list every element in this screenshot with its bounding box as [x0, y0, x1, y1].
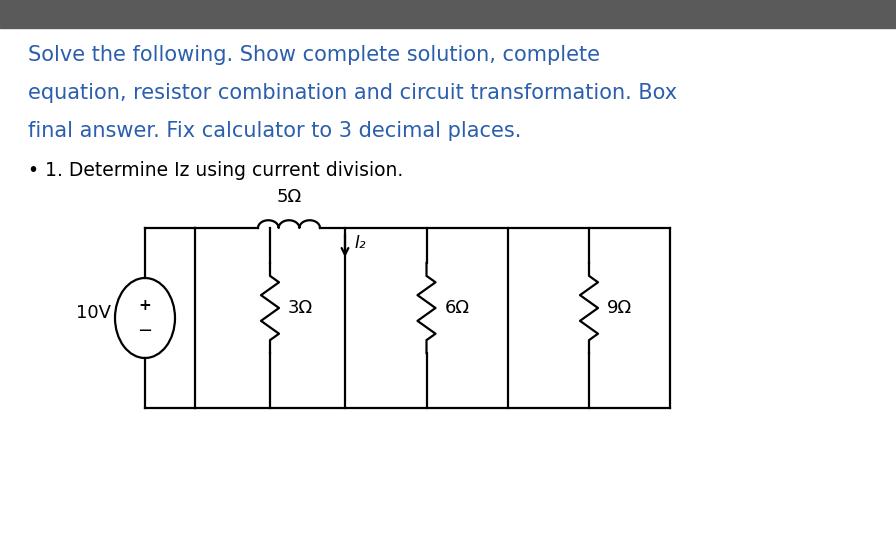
Text: 3Ω: 3Ω	[288, 299, 313, 317]
Text: final answer. Fix calculator to 3 decimal places.: final answer. Fix calculator to 3 decima…	[28, 121, 521, 141]
Text: I₂: I₂	[355, 235, 366, 253]
Text: • 1. Determine Iz using current division.: • 1. Determine Iz using current division…	[28, 161, 403, 180]
Text: 6Ω: 6Ω	[444, 299, 470, 317]
Text: 10V: 10V	[75, 304, 110, 322]
Text: equation, resistor combination and circuit transformation. Box: equation, resistor combination and circu…	[28, 83, 677, 103]
Text: 5Ω: 5Ω	[277, 188, 302, 206]
Text: Solve the following. Show complete solution, complete: Solve the following. Show complete solut…	[28, 45, 600, 65]
Bar	[0, 0, 896, 28]
Text: 9Ω: 9Ω	[607, 299, 632, 317]
Text: +: +	[139, 298, 151, 313]
Text: −: −	[137, 322, 152, 340]
